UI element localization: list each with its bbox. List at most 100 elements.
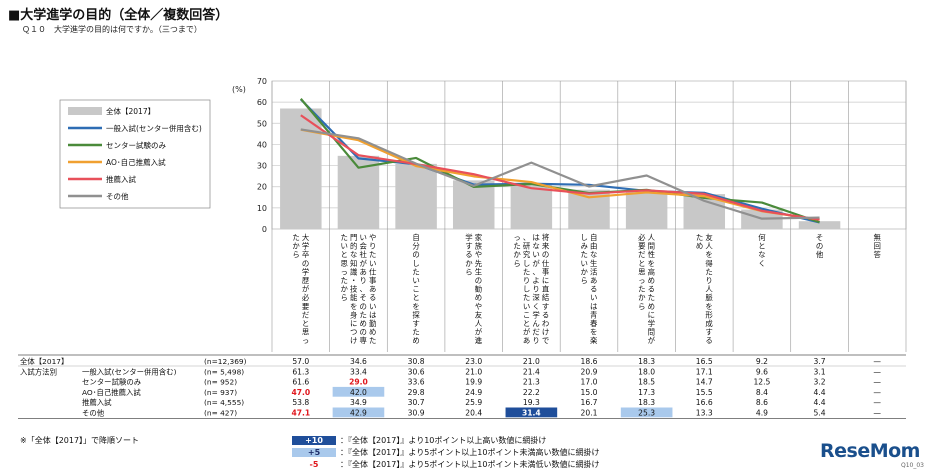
- category-label: か: [638, 293, 646, 302]
- category-label: 研: [523, 242, 531, 251]
- category-label: い: [581, 259, 588, 268]
- category-label: か: [513, 250, 521, 259]
- category-label: 進: [475, 336, 483, 345]
- y-axis-label: (%): [232, 85, 246, 94]
- table-cell: 16.5: [696, 357, 713, 366]
- category-label: し: [581, 233, 588, 242]
- table-cell: 23.0: [465, 357, 482, 366]
- category-label: 何: [758, 233, 766, 242]
- category-label: り: [532, 285, 539, 294]
- table-cell: 25.3: [638, 409, 655, 418]
- category-label: で: [542, 336, 549, 345]
- y-tick-label: 10: [257, 204, 267, 213]
- category-label: や: [369, 233, 376, 242]
- table-cell: 14.7: [696, 378, 713, 387]
- legend-label: AO･自己推薦入試: [106, 157, 166, 167]
- table-cell: 17.3: [638, 388, 655, 397]
- table-cell: 4.4: [814, 388, 826, 397]
- category-label: た: [292, 233, 299, 242]
- series-line: [300, 128, 820, 220]
- shading-key-text: ：『全体【2017】』より5ポイント以上10ポイント未満高い数値に網掛け: [340, 448, 600, 457]
- category-label: い: [590, 293, 597, 302]
- category-label: 人: [705, 242, 713, 251]
- category-label: あ: [360, 267, 367, 276]
- category-label: あ: [590, 276, 597, 285]
- table-cell: 29.0: [349, 378, 368, 387]
- category-label: 勤: [369, 319, 376, 328]
- table-cell: 33.6: [408, 378, 425, 387]
- table-cell: 3.7: [814, 357, 826, 366]
- table-cell: 18.6: [581, 357, 598, 366]
- category-label: な: [590, 250, 597, 259]
- table-cell: 25.9: [465, 398, 482, 407]
- category-label: 事: [369, 276, 377, 285]
- table-cell: 18.0: [638, 367, 655, 376]
- category-label: す: [465, 242, 472, 251]
- legend-label: その他: [106, 191, 129, 201]
- series-line: [300, 128, 820, 221]
- category-label: 答: [873, 250, 881, 259]
- table-cell: 9.6: [756, 367, 768, 376]
- table-row-name: 一般入試(センター併用含む): [82, 367, 177, 376]
- category-label: す: [705, 328, 712, 337]
- category-label: め: [412, 336, 419, 345]
- category-label: る: [705, 336, 712, 345]
- table-cell: 3.1: [814, 367, 826, 376]
- table-cell: 17.0: [581, 378, 598, 387]
- category-label: 将: [542, 233, 550, 242]
- category-label: 身: [350, 310, 357, 319]
- category-label: 族: [475, 242, 483, 251]
- category-label: 事: [542, 267, 550, 276]
- category-label: わ: [542, 319, 549, 328]
- category-label: っ: [638, 276, 645, 285]
- table-cell: 42.0: [350, 388, 367, 397]
- category-label: 要: [302, 302, 309, 311]
- table-cell: 31.4: [522, 409, 541, 418]
- category-label: る: [648, 285, 655, 294]
- category-label: 深: [532, 293, 540, 302]
- category-label: っ: [341, 267, 348, 276]
- category-label: の: [302, 259, 309, 268]
- category-label: を: [705, 250, 712, 259]
- y-tick-label: 40: [257, 140, 267, 149]
- table-row-n: (n= 937): [204, 388, 237, 397]
- category-label: か: [292, 242, 300, 251]
- category-label: 能: [350, 293, 358, 302]
- category-label: 要: [638, 242, 645, 251]
- table-cell: 33.4: [350, 367, 367, 376]
- category-label: に: [542, 276, 549, 285]
- table-cell: 18.5: [638, 378, 655, 387]
- category-label: あ: [523, 336, 530, 345]
- category-label: と: [302, 319, 309, 328]
- table-cell: 21.0: [465, 367, 482, 376]
- category-label: い: [412, 276, 419, 285]
- category-label: 思: [638, 267, 646, 276]
- category-label: 卒: [302, 250, 309, 259]
- category-label: が: [648, 336, 656, 345]
- category-label: 春: [590, 319, 598, 328]
- category-label: り: [523, 276, 530, 285]
- category-label: と: [638, 259, 645, 268]
- category-label: た: [705, 267, 712, 276]
- category-label: か: [465, 259, 473, 268]
- series-line: [299, 98, 820, 224]
- table-cell: 20.9: [581, 367, 598, 376]
- category-label: く: [532, 302, 539, 311]
- table-cell: 34.9: [350, 398, 367, 407]
- shading-key-text: ：『全体【2017】』より5ポイント以上10ポイント未満低い数値に網掛け: [340, 460, 600, 469]
- table-cell: 16.6: [696, 398, 713, 407]
- category-label: す: [542, 302, 549, 311]
- table-cell: 24.9: [465, 388, 482, 397]
- category-label: 学: [532, 310, 539, 319]
- category-label: い: [369, 302, 376, 311]
- series-line: [300, 114, 820, 221]
- category-label: 人: [648, 233, 656, 242]
- category-label: を: [412, 302, 419, 311]
- table-cell: 30.6: [408, 367, 425, 376]
- figure-id: Q10_03: [901, 462, 924, 469]
- category-label: っ: [513, 233, 520, 242]
- category-label: だ: [302, 310, 310, 319]
- category-label: な: [350, 250, 357, 259]
- category-label: 仕: [542, 259, 550, 268]
